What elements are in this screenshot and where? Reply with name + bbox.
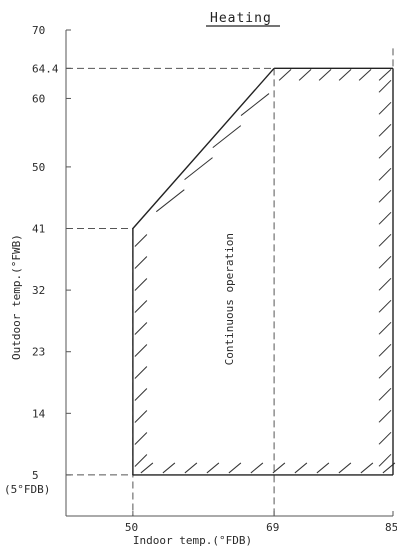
hatch-mark	[378, 167, 392, 181]
y-tick-label: 70	[32, 24, 45, 37]
hatch-mark	[134, 344, 148, 357]
hatch-mark	[162, 462, 176, 474]
hatch-mark	[378, 145, 392, 159]
hatch-mark	[378, 101, 392, 115]
operating-region-boundary	[132, 67, 394, 476]
hatch-mark	[294, 462, 308, 474]
hatch-mark	[318, 68, 332, 81]
hatch-mark	[240, 93, 270, 116]
hatch-mark	[378, 189, 392, 203]
region-label: Continuous operation	[223, 233, 236, 365]
hatch-mark	[134, 234, 148, 247]
hatch-mark	[298, 68, 312, 81]
y-tick-label: 50	[32, 161, 45, 174]
hatch-mark	[184, 157, 213, 181]
hatch-mark	[134, 256, 148, 269]
chart-title: Heating	[210, 11, 272, 26]
hatch-mark	[140, 462, 154, 474]
hatch-mark	[378, 211, 392, 225]
x-axis-label: Indoor temp.(°FDB)	[133, 534, 252, 547]
y-tick-label: 60	[32, 92, 45, 105]
hatch-mark	[360, 462, 374, 474]
y-tick-label: 5	[32, 469, 39, 482]
hatch-mark	[134, 322, 148, 335]
hatch-mark	[378, 79, 392, 93]
hatch-mark	[316, 462, 330, 474]
hatch-mark	[378, 68, 392, 81]
hatch-mark	[134, 454, 148, 467]
hatch-mark	[378, 277, 392, 291]
hatch-marks	[134, 68, 396, 474]
y-tick-label: 64.4	[32, 62, 59, 75]
hatch-mark	[378, 255, 392, 269]
hatch-mark	[134, 388, 148, 401]
hatch-mark	[272, 462, 286, 474]
hatch-mark	[134, 300, 148, 313]
hatch-mark	[378, 299, 392, 313]
tick-group: 70 64.4 60 50 41 32 23 14 5 50 69 85	[32, 24, 397, 534]
y-axis-label: Outdoor temp.(°FWB)	[10, 234, 23, 360]
hatch-mark	[134, 410, 148, 423]
hatch-mark	[378, 453, 392, 467]
boundary-segment	[132, 67, 275, 229]
hatch-mark	[378, 343, 392, 357]
hatch-mark	[338, 462, 352, 474]
hatch-mark	[206, 462, 220, 474]
hatch-mark	[378, 123, 392, 137]
hatch-mark	[212, 125, 242, 148]
y-tick-label: 41	[32, 223, 45, 236]
hatch-mark	[134, 366, 148, 379]
hatch-mark	[338, 68, 352, 81]
hatch-mark	[134, 278, 148, 291]
y-tick-label: 23	[32, 346, 45, 359]
hatch-mark	[378, 233, 392, 247]
hatch-mark	[250, 462, 264, 474]
hatch-mark	[378, 365, 392, 379]
y-tick-label: 14	[32, 407, 46, 420]
hatch-mark	[134, 432, 148, 445]
x-tick-label: 85	[385, 521, 397, 534]
y-tick-label: 32	[32, 284, 45, 297]
hatch-mark	[378, 431, 392, 445]
hatch-mark	[155, 189, 185, 213]
hatch-mark	[184, 462, 198, 474]
hatch-mark	[278, 68, 292, 81]
x-tick-label: 50	[125, 521, 138, 534]
extra-y-label: (5°FDB)	[4, 483, 50, 496]
hatch-mark	[378, 387, 392, 401]
hatch-mark	[378, 409, 392, 423]
x-tick-label: 69	[266, 521, 279, 534]
hatch-mark	[358, 68, 372, 81]
hatch-mark	[378, 321, 392, 335]
hatch-mark	[228, 462, 242, 474]
